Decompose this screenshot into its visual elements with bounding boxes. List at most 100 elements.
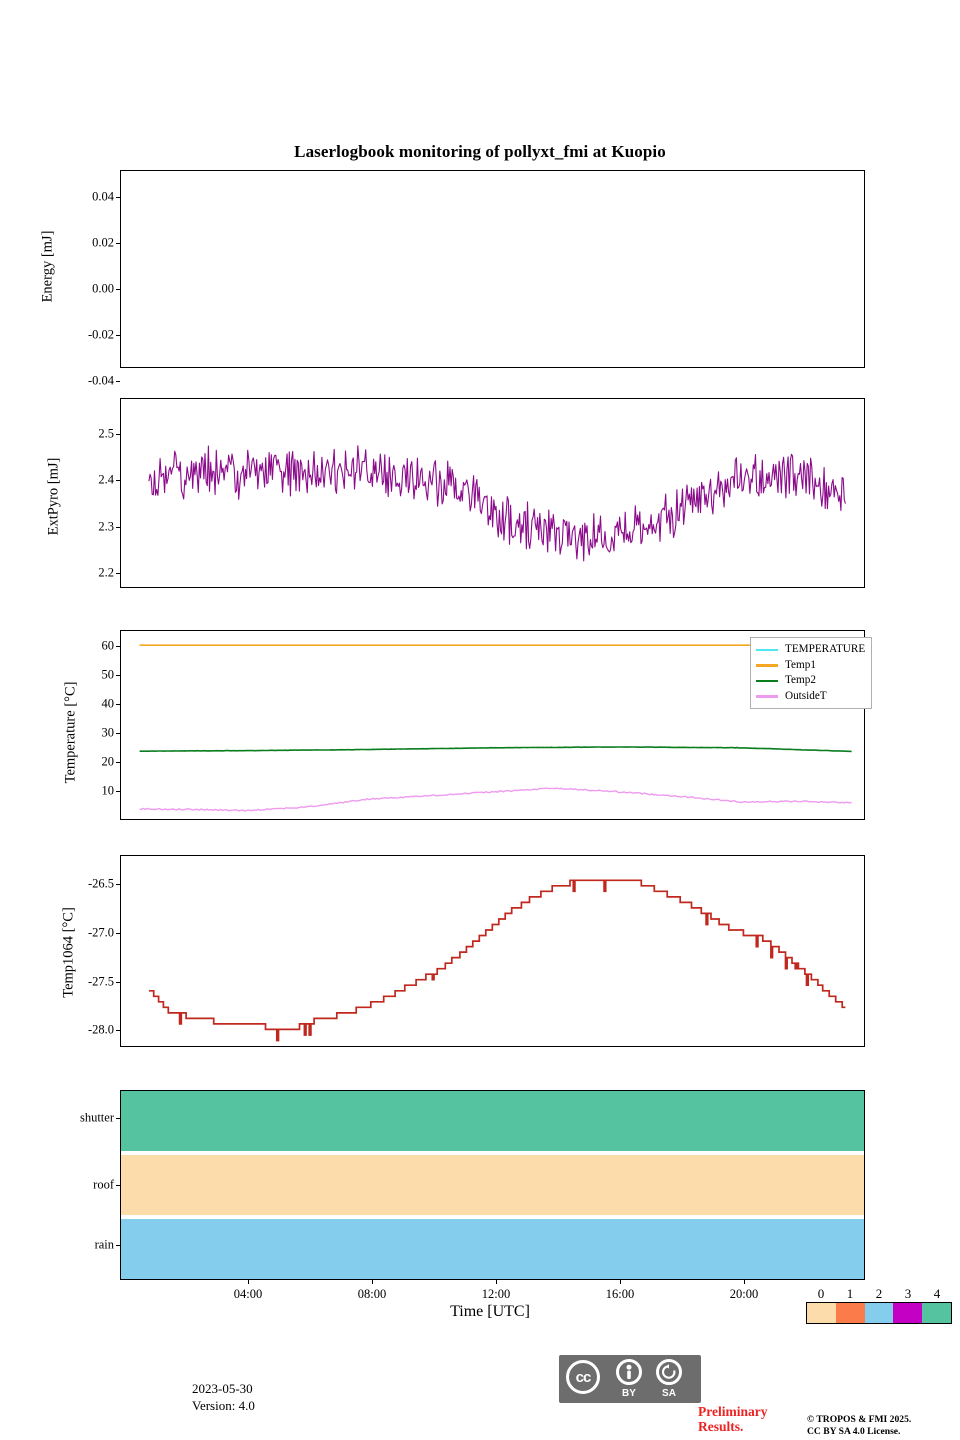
legend-label: Temp2 [785, 674, 816, 687]
tick-mark [116, 884, 120, 886]
tick-mark [116, 381, 120, 383]
tick-mark [116, 982, 120, 984]
tick-mark [620, 1280, 622, 1284]
energy-ytick: 0.02 [92, 235, 114, 250]
temp1064-plot-area [148, 879, 846, 1042]
energy-plot-area [121, 171, 864, 367]
energy-ytick: -0.04 [87, 373, 114, 388]
version-text: Version: 4.0 [192, 1397, 255, 1413]
page-title: Laserlogbook monitoring of pollyxt_fmi a… [294, 142, 666, 161]
sa-share-alike-icon [656, 1359, 682, 1385]
colorbar-tick: 1 [846, 1286, 854, 1301]
x-axis-tick: 04:00 [233, 1287, 263, 1301]
tick-mark [116, 527, 120, 529]
legend-swatch-outsidet [756, 695, 778, 698]
legend-label: Temp1 [785, 658, 816, 671]
x-axis-tick: 16:00 [605, 1287, 635, 1301]
x-axis-tick: 08:00 [357, 1287, 387, 1301]
temperature-ytick: 50 [101, 667, 115, 682]
colorbar-cell-2 [864, 1303, 894, 1323]
status-band-roof [121, 1155, 864, 1215]
colorbar-cell-3 [893, 1303, 923, 1323]
preliminary-results-note: Preliminary Results. [698, 1404, 768, 1434]
x-axis-tick: 20:00 [729, 1287, 759, 1301]
by-person-icon [616, 1359, 642, 1385]
extpyro-panel [120, 398, 865, 588]
tick-mark [116, 646, 120, 648]
temperature-panel [120, 630, 865, 820]
colorbar-tick: 4 [933, 1286, 941, 1301]
tick-mark [116, 933, 120, 935]
extpyro-ytick: 2.5 [98, 426, 114, 441]
tick-mark [116, 243, 120, 245]
extpyro-plot-area [148, 445, 846, 562]
legend-item: Temp1 [756, 658, 865, 674]
legend-swatch-temp2 [756, 679, 778, 683]
tick-mark [116, 733, 120, 735]
energy-ytick: 0.04 [92, 189, 114, 204]
legend-swatch-temperature [756, 648, 778, 651]
temperature-ylabel: Temperature [°C] [62, 681, 79, 784]
cc-license-badge: cc BY SA [559, 1355, 701, 1403]
energy-ytick: 0.00 [92, 281, 114, 296]
status-panel [120, 1090, 865, 1280]
legend-label: TEMPERATURE [785, 643, 866, 655]
tick-mark [116, 1185, 120, 1187]
status-band-shutter [121, 1091, 864, 1151]
figure-date: 2023-05-30 Version: 4.0 [192, 1381, 255, 1414]
tick-mark [116, 791, 120, 793]
temperature-ytick: 40 [101, 696, 115, 711]
energy-ytick: -0.02 [87, 327, 114, 342]
temperature-ytick: 10 [101, 783, 115, 798]
status-colorbar [806, 1302, 952, 1324]
temperature-ytick: 60 [101, 638, 115, 653]
colorbar-cell-0 [807, 1303, 836, 1323]
cc-icon: cc [566, 1360, 600, 1394]
legend-swatch-temp1 [756, 664, 778, 667]
tick-mark [116, 573, 120, 575]
temperature-plot-area [139, 644, 852, 812]
colorbar-tick: 3 [904, 1286, 912, 1301]
tick-mark [248, 1280, 250, 1284]
extpyro-ytick: 2.2 [98, 565, 114, 580]
temp1064-ytick: -27.0 [87, 925, 114, 940]
temp1064-ytick: -26.5 [87, 876, 114, 891]
circular-arrow-glyph [661, 1364, 676, 1379]
legend-item: TEMPERATURE [756, 642, 865, 658]
legend-item: OutsideT [756, 689, 865, 705]
tick-mark [116, 197, 120, 199]
legend-label: OutsideT [785, 689, 827, 702]
copyright-note: © TROPOS & FMI 2025. CC BY SA 4.0 Licens… [807, 1414, 912, 1437]
tick-mark [116, 434, 120, 436]
tick-mark [116, 335, 120, 337]
temperature-ytick: 20 [101, 754, 115, 769]
person-glyph [626, 1364, 632, 1379]
tick-mark [116, 1245, 120, 1247]
tick-mark [116, 1030, 120, 1032]
tick-mark [116, 675, 120, 677]
cc-icon-label: cc [575, 1368, 592, 1386]
tick-mark [116, 480, 120, 482]
energy-panel [120, 170, 865, 368]
tick-mark [116, 762, 120, 764]
tick-mark [372, 1280, 374, 1284]
extpyro-ylabel: ExtPyro [mJ] [45, 457, 62, 536]
x-axis-label: Time [UTC] [450, 1303, 530, 1320]
extpyro-ytick: 2.3 [98, 519, 114, 534]
temp1064-ytick: -28.0 [87, 1022, 114, 1037]
colorbar-cell-1 [835, 1303, 865, 1323]
status-row-label-roof: roof [93, 1177, 114, 1192]
tick-mark [116, 289, 120, 291]
tick-mark [496, 1280, 498, 1284]
extpyro-ytick: 2.4 [98, 472, 114, 487]
status-row-label-shutter: shutter [79, 1110, 114, 1125]
colorbar-tick: 0 [817, 1286, 825, 1301]
x-axis-tick: 12:00 [481, 1287, 511, 1301]
temp1064-panel [120, 855, 865, 1047]
tick-mark [116, 1118, 120, 1120]
temperature-legend: TEMPERATURE Temp1 Temp2 OutsideT [750, 637, 873, 710]
by-label: BY [622, 1388, 636, 1399]
temp1064-ytick: -27.5 [87, 974, 114, 989]
energy-ylabel: Energy [mJ] [39, 230, 56, 303]
